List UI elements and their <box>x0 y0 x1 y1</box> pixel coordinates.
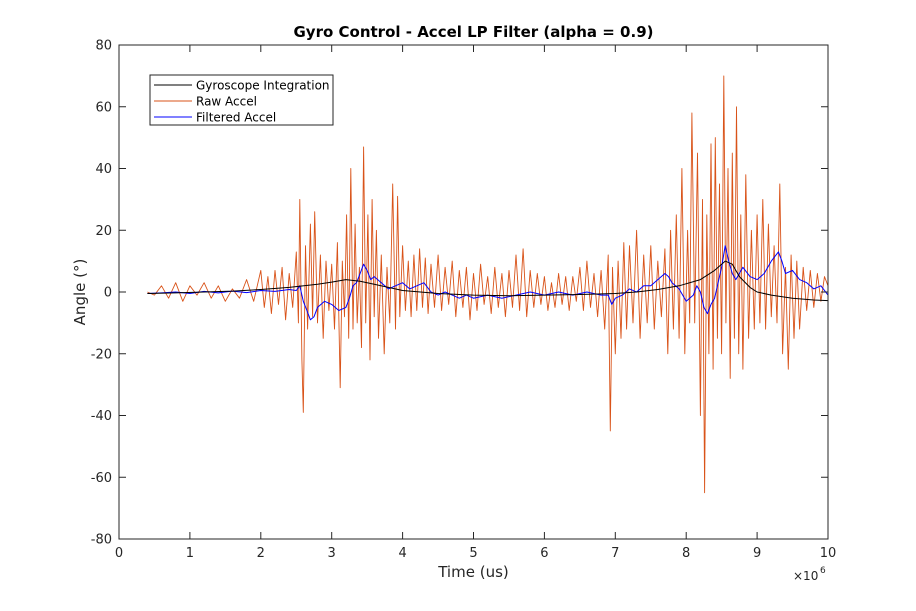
y-tick-label: 40 <box>95 162 112 177</box>
legend-items: Gyroscope Integration Raw Accel Filtered A… <box>154 79 330 125</box>
x-tick-label: 7 <box>611 546 619 561</box>
legend-label: Raw Accel <box>196 95 257 109</box>
y-tick-label: -40 <box>91 409 112 424</box>
x-exponent-base: ×10 <box>793 569 818 583</box>
y-axis-label: Angle (°) <box>71 259 89 326</box>
y-ticks: -80 -60 -40 -20 0 20 40 60 80 <box>91 39 828 548</box>
legend-label: Gyroscope Integration <box>196 79 330 93</box>
x-tick-label: 9 <box>753 546 761 561</box>
series-line-raw-accel <box>147 75 829 494</box>
x-tick-label: 1 <box>186 546 194 561</box>
y-tick-label: -80 <box>91 533 112 548</box>
legend: Gyroscope Integration Raw Accel Filtered A… <box>149 74 334 126</box>
y-tick-label: -20 <box>91 347 112 362</box>
x-tick-label: 4 <box>398 546 406 561</box>
y-tick-label: 20 <box>95 224 112 239</box>
x-tick-label: 2 <box>257 546 265 561</box>
x-tick-label: 3 <box>328 546 336 561</box>
x-tick-label: 0 <box>115 546 123 561</box>
x-tick-label: 10 <box>820 546 837 561</box>
x-axis-label: Time (us) <box>437 563 509 581</box>
x-tick-label: 5 <box>469 546 477 561</box>
legend-label: Filtered Accel <box>196 111 276 125</box>
x-tick-label: 6 <box>540 546 548 561</box>
chart-title: Gyro Control - Accel LP Filter (alpha = … <box>294 23 654 41</box>
y-tick-label: -60 <box>91 471 112 486</box>
y-tick-label: 60 <box>95 100 112 115</box>
x-ticks: 0 1 2 3 4 5 6 7 8 9 10 <box>115 45 836 561</box>
x-exponent-power: 6 <box>820 566 826 576</box>
series-line-filtered-accel <box>147 245 829 321</box>
series-layer <box>147 75 829 494</box>
y-tick-label: 80 <box>95 39 112 54</box>
series-line-gyroscope-integration <box>147 260 829 302</box>
y-tick-label: 0 <box>104 286 112 301</box>
x-tick-label: 8 <box>682 546 690 561</box>
